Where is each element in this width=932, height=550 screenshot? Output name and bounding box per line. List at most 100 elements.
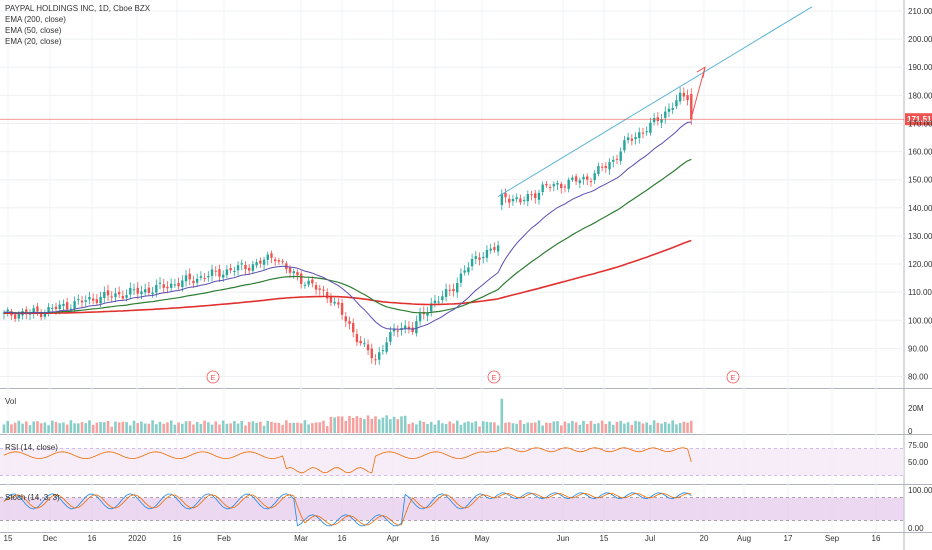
volume-bar [559,425,563,433]
chart-title: PAYPAL HOLDINGS INC, 1D, Cboe BZX [5,4,151,13]
volume-bar [273,422,277,433]
candle-body [303,284,307,286]
candle-body [571,177,574,180]
candle-body [396,330,399,332]
volume-bar [166,422,169,433]
candle-body [444,289,448,297]
volume-bar [634,420,637,433]
candle-body [664,111,667,118]
candle-body [496,245,500,252]
trend-line [497,6,813,197]
candle-body [652,117,656,123]
volume-bar [47,425,50,433]
candle-body [418,313,422,322]
volume-bar [229,423,232,433]
candle-body [519,198,522,203]
time-tick-label: Dec [43,534,57,543]
volume-bar [351,417,355,433]
volume-bar [292,422,296,433]
volume-bar [236,423,240,433]
price-tick-label: 120.00 [908,260,932,269]
candle-body [381,350,385,352]
candle-body [638,132,641,139]
volume-bar [65,424,69,433]
volume-bar [262,425,266,433]
volume-bar [392,416,396,433]
volume-bar [218,424,221,433]
time-tick-label: Mar [294,534,308,543]
stoch-d-line [3,493,692,526]
volume-bar [507,422,511,433]
volume-bar [433,424,437,433]
earnings-marker-label: E [731,375,736,382]
volume-bar [233,421,236,433]
candle-body [132,289,136,291]
volume-bar [69,420,73,433]
candle-body [292,271,295,274]
volume-bar [481,421,485,433]
candle-body [430,303,433,312]
candle-body [649,122,652,133]
volume-bar [649,425,652,433]
earnings-marker [487,370,501,384]
volume-bar [344,420,348,433]
candle-body [563,186,567,188]
candle-body [526,194,530,202]
volume-bar [32,421,36,433]
time-tick-label: Jul [645,534,655,543]
volume-bar [448,421,452,433]
candle-body [363,343,366,345]
volume-bar [195,422,199,433]
candle-body [84,300,87,302]
time-tick-label: Aug [737,534,751,543]
volume-bar [660,423,663,433]
volume-bar [396,419,400,433]
candle-body [214,270,217,272]
volume-bar [422,421,426,433]
volume-bar [281,424,284,433]
candle-body [277,260,281,262]
volume-bar [84,423,88,433]
volume-bar [6,420,10,433]
volume-bar [663,421,667,433]
candle-body [686,95,689,101]
time-tick-label: 20 [700,534,709,543]
volume-bar [125,422,128,433]
candle-body [452,289,455,292]
candle-body [91,298,95,301]
volume-bar [474,421,478,433]
candle-body [244,264,247,270]
ema20-line [3,121,692,330]
volume-bar [686,422,689,433]
volume-bar [370,418,374,433]
candle-body [437,301,440,303]
volume-bar [675,424,678,433]
volume-bar [121,421,125,433]
candle-body [407,326,411,330]
volume-bar [541,425,544,433]
volume-bar [637,421,641,433]
candle-body [660,119,663,123]
candle-body [155,284,158,293]
volume-bar [329,416,333,433]
volume-bar [21,423,24,433]
candle-body [329,296,333,303]
candle-body [478,257,481,260]
volume-bar [526,422,530,433]
volume-bar [585,423,589,433]
candle-body [77,299,80,301]
volume-bar [181,423,184,433]
volume-bar [314,422,318,433]
candle-body [619,151,622,161]
candle-body [51,307,54,309]
candle-body [630,138,634,141]
volume-bar [485,421,489,433]
volume-bar [515,423,518,433]
price-tick-label: 90.00 [908,344,929,353]
rsi-line [3,447,692,474]
candle-body [47,307,50,313]
volume-bar [556,421,559,433]
candle-body [537,192,541,200]
candle-body [32,308,35,314]
candle-body [522,200,526,202]
